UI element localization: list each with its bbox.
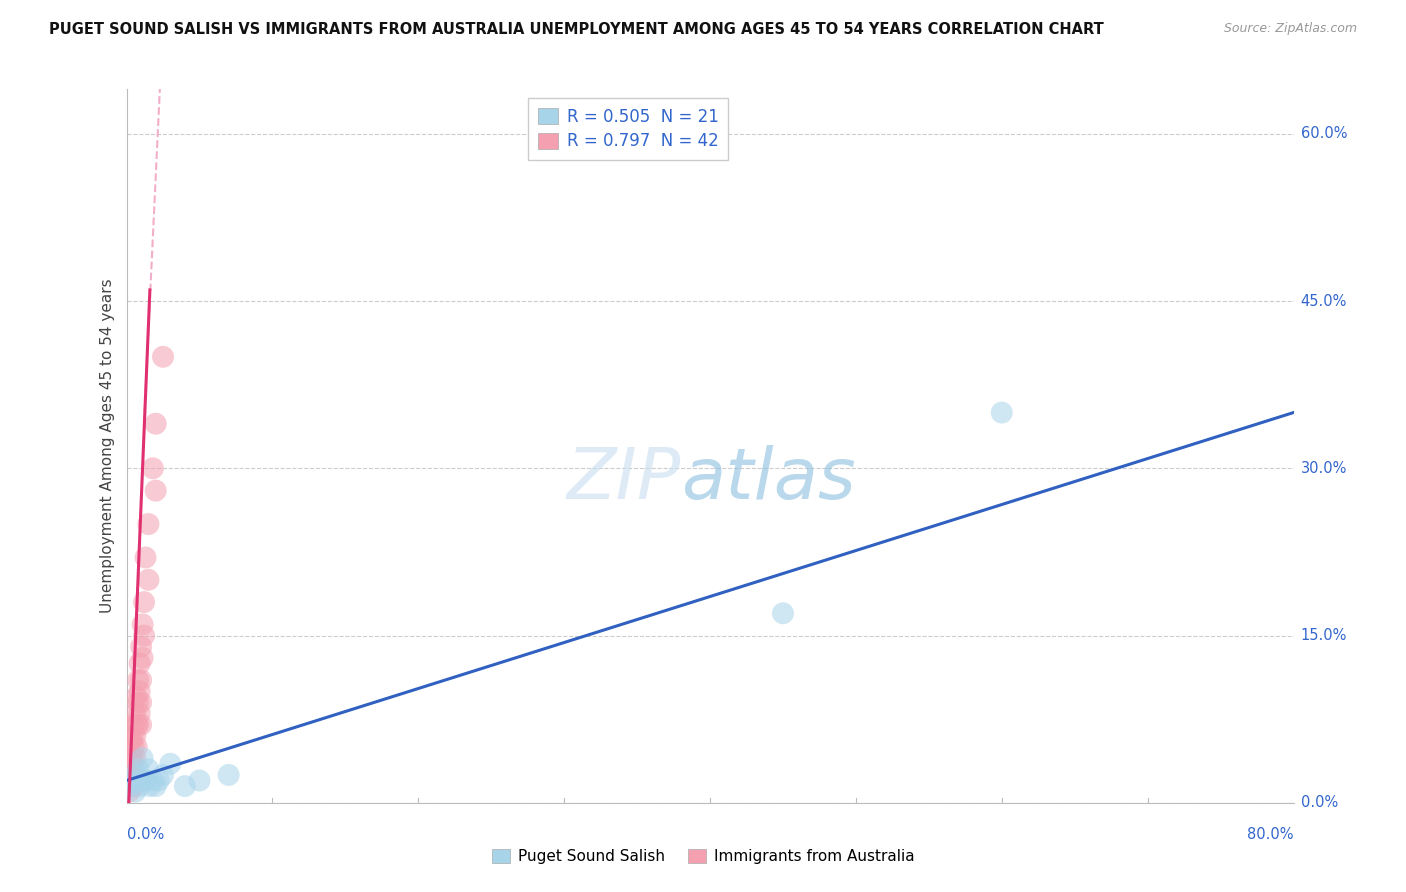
Point — [129, 673, 152, 687]
Point — [152, 768, 174, 782]
Point — [128, 684, 150, 698]
Point — [124, 706, 146, 721]
Legend: Puget Sound Salish, Immigrants from Australia: Puget Sound Salish, Immigrants from Aust… — [485, 842, 921, 871]
Point — [125, 768, 148, 782]
Point — [127, 717, 149, 731]
Point — [145, 483, 167, 498]
Point — [132, 628, 155, 642]
Point — [159, 756, 181, 771]
Point — [129, 696, 152, 710]
Point — [148, 773, 170, 788]
Point — [139, 779, 162, 793]
Point — [122, 717, 145, 731]
Point — [125, 740, 148, 755]
Point — [117, 773, 139, 788]
Point — [145, 779, 167, 793]
Point — [174, 779, 197, 793]
Point — [121, 729, 143, 743]
Point — [125, 717, 148, 731]
Point — [118, 779, 141, 793]
Point — [121, 751, 143, 765]
Point — [772, 607, 794, 621]
Point — [118, 756, 141, 771]
Point — [124, 751, 146, 765]
Text: 0.0%: 0.0% — [1301, 796, 1337, 810]
Point — [131, 751, 153, 765]
Point — [128, 657, 150, 671]
Text: 60.0%: 60.0% — [1301, 127, 1347, 141]
Point — [124, 785, 146, 799]
Point — [122, 779, 145, 793]
Point — [129, 717, 152, 731]
Point — [132, 595, 155, 609]
Point — [121, 773, 143, 788]
Point — [145, 417, 167, 431]
Legend: R = 0.505  N = 21, R = 0.797  N = 42: R = 0.505 N = 21, R = 0.797 N = 42 — [529, 97, 728, 161]
Point — [124, 729, 146, 743]
Point — [120, 768, 142, 782]
Point — [120, 779, 142, 793]
Text: 80.0%: 80.0% — [1247, 827, 1294, 841]
Point — [128, 706, 150, 721]
Point — [138, 762, 160, 776]
Text: 15.0%: 15.0% — [1301, 628, 1347, 643]
Point — [142, 773, 165, 788]
Point — [990, 405, 1012, 420]
Text: PUGET SOUND SALISH VS IMMIGRANTS FROM AUSTRALIA UNEMPLOYMENT AMONG AGES 45 TO 54: PUGET SOUND SALISH VS IMMIGRANTS FROM AU… — [49, 22, 1104, 37]
Point — [121, 762, 143, 776]
Text: Source: ZipAtlas.com: Source: ZipAtlas.com — [1223, 22, 1357, 36]
Point — [188, 773, 211, 788]
Point — [127, 762, 149, 776]
Point — [129, 773, 152, 788]
Point — [122, 740, 145, 755]
Point — [129, 640, 152, 654]
Point — [134, 773, 156, 788]
Text: atlas: atlas — [681, 445, 855, 514]
Text: 0.0%: 0.0% — [127, 827, 163, 841]
Point — [142, 461, 165, 475]
Point — [120, 734, 142, 748]
Point — [131, 617, 153, 632]
Point — [122, 773, 145, 788]
Point — [218, 768, 240, 782]
Y-axis label: Unemployment Among Ages 45 to 54 years: Unemployment Among Ages 45 to 54 years — [100, 278, 115, 614]
Point — [152, 350, 174, 364]
Point — [125, 690, 148, 704]
Text: ZIP: ZIP — [567, 445, 681, 514]
Point — [128, 779, 150, 793]
Point — [131, 651, 153, 665]
Text: 45.0%: 45.0% — [1301, 293, 1347, 309]
Point — [127, 673, 149, 687]
Point — [134, 550, 156, 565]
Point — [127, 696, 149, 710]
Point — [118, 785, 141, 799]
Point — [138, 573, 160, 587]
Point — [122, 762, 145, 776]
Point — [120, 751, 142, 765]
Point — [138, 517, 160, 532]
Text: 30.0%: 30.0% — [1301, 461, 1347, 475]
